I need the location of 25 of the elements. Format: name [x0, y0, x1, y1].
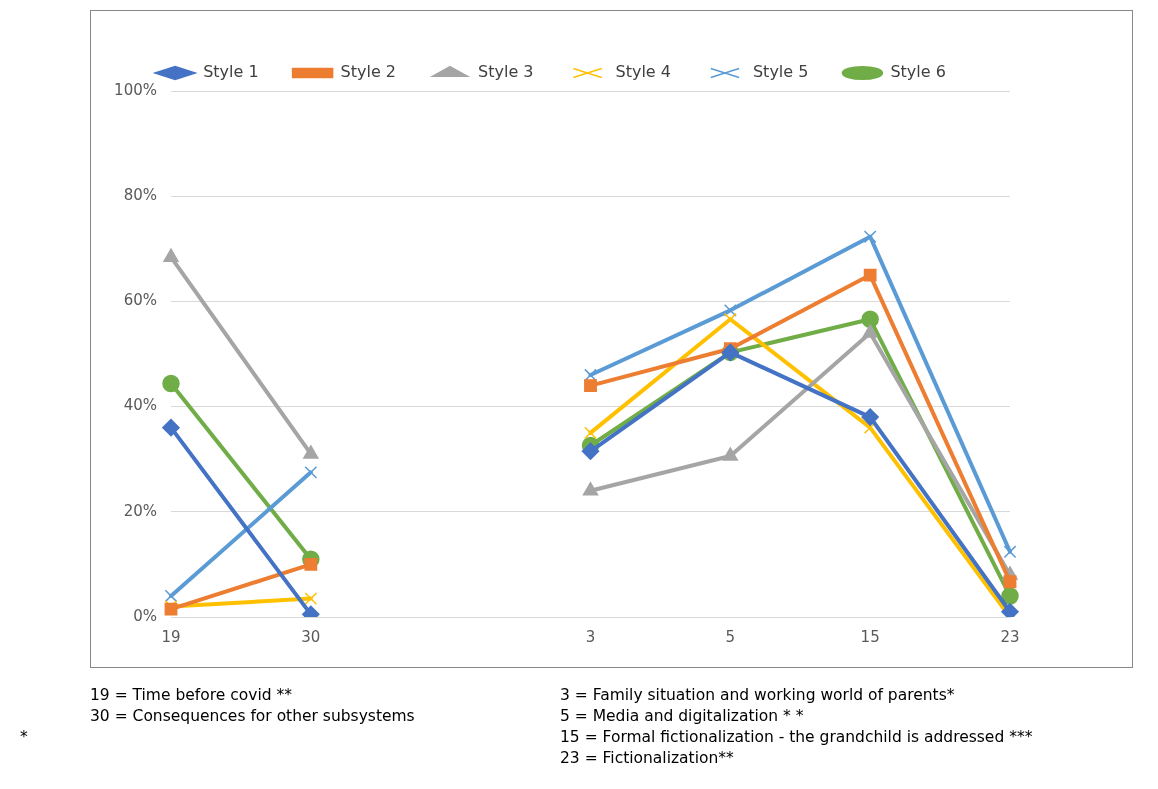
x-tick-label: 3	[585, 627, 596, 646]
text: 15 = Formal fictionalization - the grandchild is addressed ***	[560, 728, 1034, 748]
legend-label: Style 3	[478, 62, 534, 82]
legend-label: Style 6	[890, 62, 946, 82]
x-tick-label: 23	[1000, 627, 1020, 646]
x-tick-label: 19	[161, 627, 181, 646]
text: 30 = Consequences for other subsystems	[90, 707, 416, 727]
text: 5 = Media and digitalization * *	[560, 707, 805, 727]
x-tick-label: 15	[860, 627, 880, 646]
x-tick-label: 30	[301, 627, 321, 646]
y-tick-label: 100%	[114, 80, 157, 99]
y-tick-label: 60%	[123, 291, 157, 310]
text: 19 = Time before covid **	[90, 686, 293, 706]
y-tick-label: 80%	[123, 186, 157, 205]
y-tick-label: 40%	[123, 396, 157, 415]
legend-label: Style 4	[615, 62, 671, 82]
legend-label: Style 1	[203, 62, 259, 82]
y-tick-label: 0%	[133, 606, 157, 625]
text: 3 = Family situation and working world of parents*	[560, 686, 956, 706]
legend-label: Style 2	[340, 62, 397, 82]
x-tick-label: 5	[725, 627, 736, 646]
text: 23 = Fictionalization**	[560, 749, 735, 769]
text: *	[19, 728, 29, 748]
y-tick-label: 20%	[123, 501, 157, 520]
legend-label: Style 5	[752, 62, 809, 82]
